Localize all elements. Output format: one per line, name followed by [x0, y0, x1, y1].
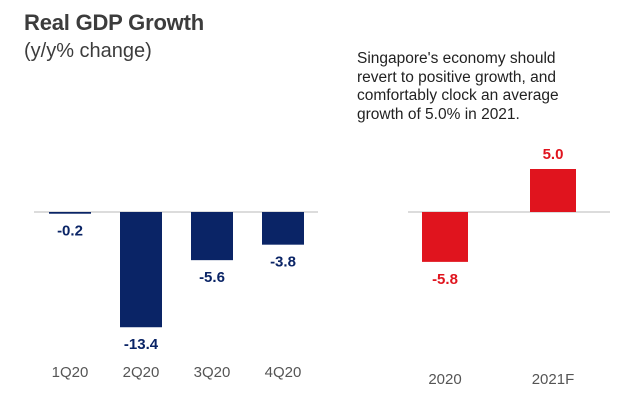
data-label-3q20: -5.6: [199, 269, 225, 286]
data-label-2021f: 5.0: [543, 146, 564, 163]
category-label-4q20: 4Q20: [265, 364, 302, 381]
category-label-2q20: 2Q20: [123, 364, 160, 381]
bar-1q20: [49, 212, 91, 214]
bar-2q20: [120, 212, 162, 328]
chart-title: Real GDP Growth: [24, 10, 204, 35]
category-label-3q20: 3Q20: [194, 364, 231, 381]
data-label-2q20: -13.4: [124, 336, 159, 353]
annotation-text: Singapore's economy should revert to pos…: [357, 50, 559, 123]
category-label-2020: 2020: [428, 371, 461, 388]
bar-4q20: [262, 212, 304, 245]
category-label-2021f: 2021F: [532, 371, 575, 388]
data-label-2020: -5.8: [432, 271, 458, 288]
data-label-4q20: -3.8: [270, 254, 296, 271]
category-label-1q20: 1Q20: [52, 364, 89, 381]
chart-subtitle: (y/y% change): [24, 40, 152, 62]
bar-3q20: [191, 212, 233, 261]
bar-2020: [422, 212, 468, 262]
data-label-1q20: -0.2: [57, 223, 83, 240]
bar-2021f: [530, 169, 576, 212]
